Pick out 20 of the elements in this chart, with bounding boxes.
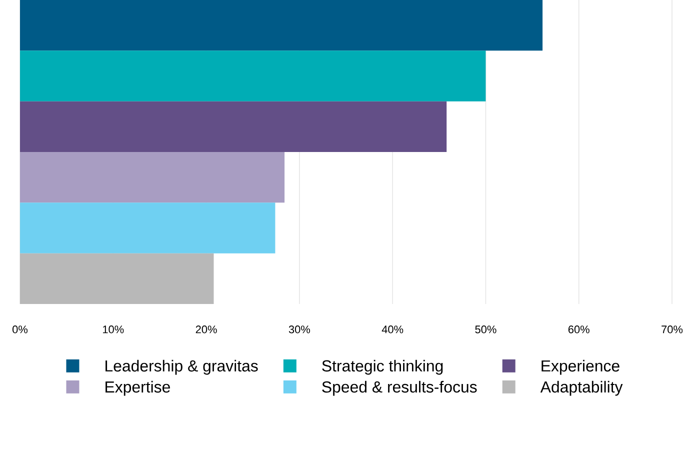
bar — [20, 202, 276, 254]
bar — [20, 253, 214, 304]
bar — [20, 50, 486, 102]
legend-label: Experience — [542, 360, 620, 375]
legend-label: Strategic thinking — [322, 360, 443, 375]
legend-label: Leadership & gravitas — [106, 360, 258, 375]
bar — [20, 101, 447, 152]
x-tick-label: 60% — [568, 326, 590, 334]
x-tick-label: 30% — [288, 326, 310, 334]
x-tick-label: 10% — [103, 326, 124, 334]
x-tick-label: 40% — [382, 326, 404, 334]
legend-label: Adaptability — [540, 380, 623, 396]
bar — [20, 0, 543, 51]
legend-label: Speed & results-focus — [322, 380, 477, 396]
x-tick-label: 0% — [12, 326, 28, 334]
x-tick-label: 20% — [196, 326, 217, 334]
bar — [20, 152, 285, 203]
x-tick-label: 50% — [475, 326, 496, 334]
x-tick-label: 70% — [662, 326, 683, 334]
legend-label: Expertise — [106, 380, 170, 396]
